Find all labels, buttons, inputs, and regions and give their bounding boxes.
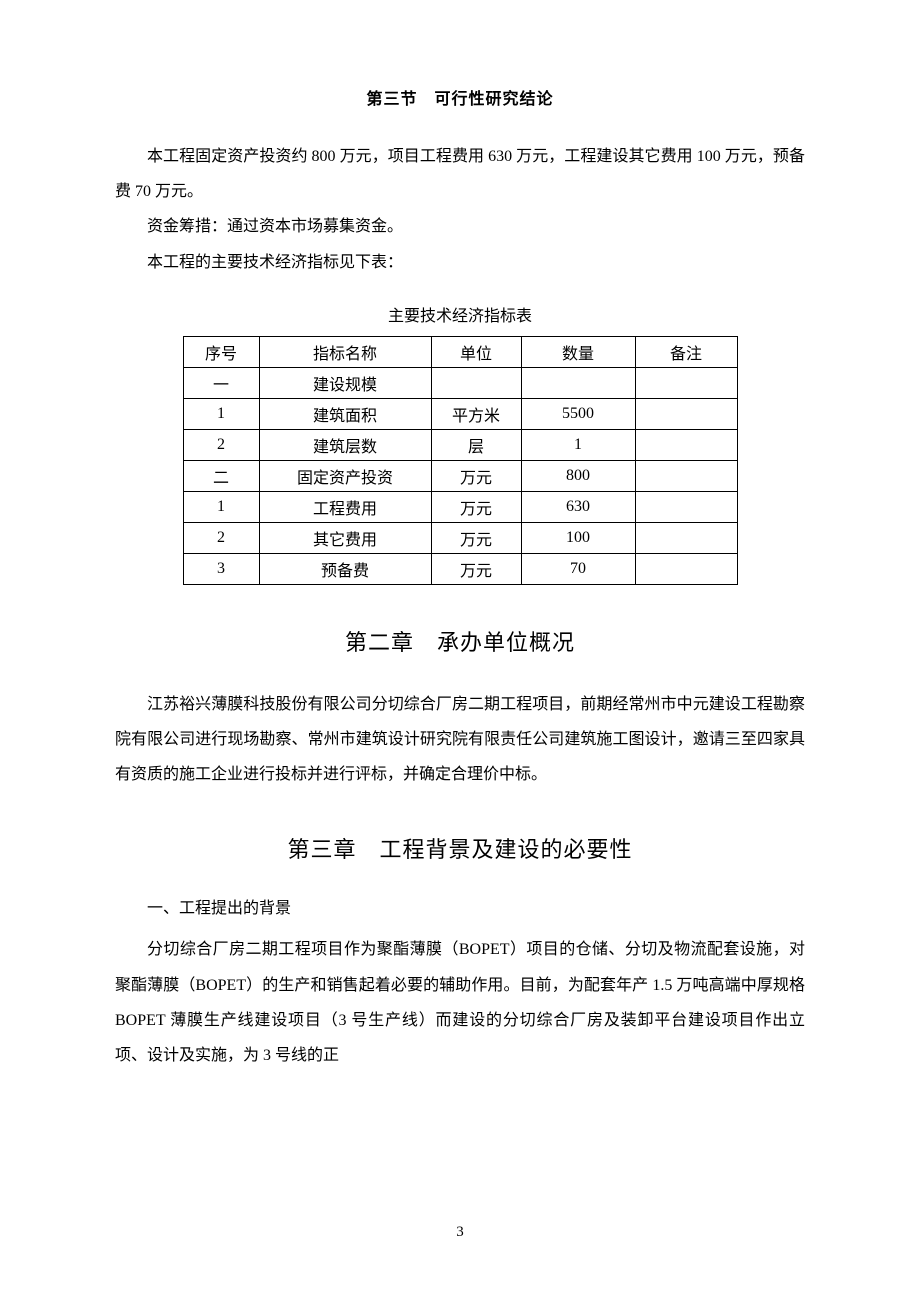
cell-seq: 1 — [183, 491, 259, 522]
section3-title: 第三节 可行性研究结论 — [115, 85, 805, 109]
indicator-table: 序号 指标名称 单位 数量 备注 一 建设规模 1 建筑面积 平方米 5500 — [183, 336, 738, 585]
cell-seq: 一 — [183, 367, 259, 398]
indicator-table-body: 一 建设规模 1 建筑面积 平方米 5500 2 建筑层数 层 1 — [183, 367, 737, 584]
table-row: 一 建设规模 — [183, 367, 737, 398]
cell-qty: 630 — [521, 491, 635, 522]
table-row: 1 工程费用 万元 630 — [183, 491, 737, 522]
chapter2-title: 第二章 承办单位概况 — [115, 625, 805, 657]
th-unit: 单位 — [431, 336, 521, 367]
cell-unit: 万元 — [431, 460, 521, 491]
cell-unit: 万元 — [431, 491, 521, 522]
cell-name: 固定资产投资 — [259, 460, 431, 491]
cell-unit: 万元 — [431, 522, 521, 553]
cell-qty: 800 — [521, 460, 635, 491]
cell-qty: 1 — [521, 429, 635, 460]
cell-name: 其它费用 — [259, 522, 431, 553]
cell-qty: 5500 — [521, 398, 635, 429]
cell-qty — [521, 367, 635, 398]
table-row: 二 固定资产投资 万元 800 — [183, 460, 737, 491]
cell-qty: 70 — [521, 553, 635, 584]
chapter3-sub1: 一、工程提出的背景 — [115, 894, 805, 918]
chapter3-title: 第三章 工程背景及建设的必要性 — [115, 832, 805, 864]
chapter2-para1: 江苏裕兴薄膜科技股份有限公司分切综合厂房二期工程项目，前期经常州市中元建设工程勘… — [115, 687, 805, 793]
section3-para1: 本工程固定资产投资约 800 万元，项目工程费用 630 万元，工程建设其它费用… — [115, 139, 805, 209]
cell-seq: 2 — [183, 429, 259, 460]
table-row: 2 建筑层数 层 1 — [183, 429, 737, 460]
cell-name: 建筑面积 — [259, 398, 431, 429]
th-qty: 数量 — [521, 336, 635, 367]
th-name: 指标名称 — [259, 336, 431, 367]
table-row: 2 其它费用 万元 100 — [183, 522, 737, 553]
cell-name: 建筑层数 — [259, 429, 431, 460]
section3-para2: 资金筹措：通过资本市场募集资金。 — [115, 209, 805, 244]
table-row: 3 预备费 万元 70 — [183, 553, 737, 584]
table-row: 1 建筑面积 平方米 5500 — [183, 398, 737, 429]
cell-seq: 3 — [183, 553, 259, 584]
cell-unit: 平方米 — [431, 398, 521, 429]
cell-qty: 100 — [521, 522, 635, 553]
chapter3-para1: 分切综合厂房二期工程项目作为聚酯薄膜（BOPET）项目的仓储、分切及物流配套设施… — [115, 932, 805, 1073]
cell-note — [635, 553, 737, 584]
cell-note — [635, 522, 737, 553]
cell-note — [635, 460, 737, 491]
cell-unit — [431, 367, 521, 398]
page-number: 3 — [0, 1224, 920, 1241]
cell-seq: 1 — [183, 398, 259, 429]
cell-unit: 层 — [431, 429, 521, 460]
cell-note — [635, 398, 737, 429]
table-header-row: 序号 指标名称 单位 数量 备注 — [183, 336, 737, 367]
cell-note — [635, 491, 737, 522]
cell-seq: 二 — [183, 460, 259, 491]
cell-unit: 万元 — [431, 553, 521, 584]
section3-para3: 本工程的主要技术经济指标见下表： — [115, 245, 805, 280]
indicator-table-caption: 主要技术经济指标表 — [115, 302, 805, 326]
th-note: 备注 — [635, 336, 737, 367]
cell-note — [635, 429, 737, 460]
cell-name: 工程费用 — [259, 491, 431, 522]
cell-name: 建设规模 — [259, 367, 431, 398]
th-seq: 序号 — [183, 336, 259, 367]
cell-note — [635, 367, 737, 398]
document-page: 第三节 可行性研究结论 本工程固定资产投资约 800 万元，项目工程费用 630… — [0, 0, 920, 1301]
cell-name: 预备费 — [259, 553, 431, 584]
cell-seq: 2 — [183, 522, 259, 553]
